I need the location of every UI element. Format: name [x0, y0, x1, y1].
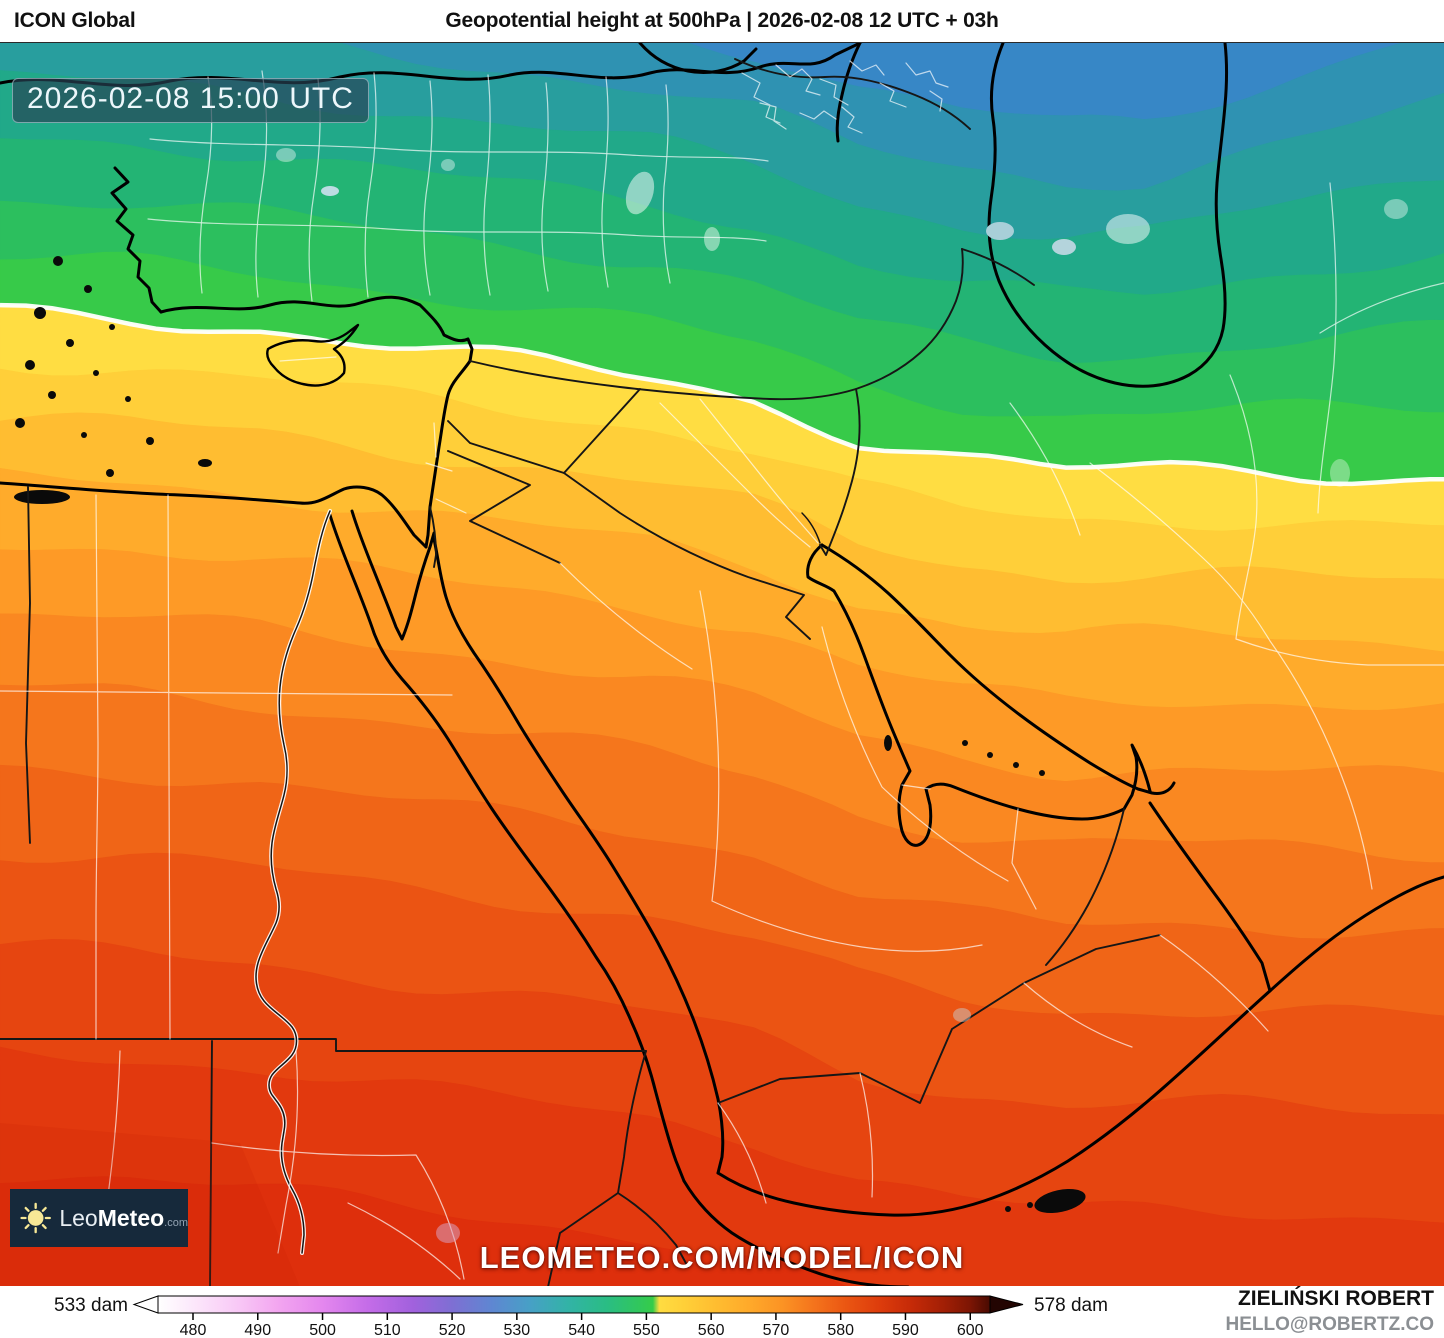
geopotential-bands [0, 43, 1444, 1287]
tick-label-500: 500 [309, 1322, 336, 1338]
attribution-email: HELLO@ROBERTZ.CO [1225, 1314, 1434, 1335]
logo-wordmark: LeoMeteo.com [59, 1205, 188, 1232]
colorbar-gradient [157, 1295, 991, 1314]
tick-label-580: 580 [827, 1322, 854, 1338]
tick-label-480: 480 [180, 1322, 207, 1338]
logo-brand-bold: Meteo [97, 1204, 165, 1231]
legend-footer: 533 dam 480 490 500 510 520 530 540 550 560 570 58… [0, 1286, 1444, 1338]
band-18 [0, 1176, 849, 1287]
rivers [254, 509, 821, 1255]
tick-label-550: 550 [633, 1322, 660, 1338]
tick-label-560: 560 [698, 1322, 725, 1338]
watermark-url: LEOMETEO.COM/MODEL/ICON [479, 1240, 965, 1275]
logo-brand-light: Leo [59, 1204, 98, 1231]
logo-suffix: .com [164, 1216, 188, 1229]
tick-label-490: 490 [244, 1322, 271, 1338]
map-canvas [0, 42, 1444, 1287]
lakes [321, 186, 1076, 255]
tick-label-540: 540 [568, 1322, 595, 1338]
colorbar-ticks: 480 490 500 510 520 530 540 550 560 570 580 590 600 [180, 1313, 984, 1338]
valid-time-badge: 2026-02-08 15:00 UTC [12, 78, 369, 123]
tick-label-530: 530 [503, 1322, 530, 1338]
tick-label-590: 590 [892, 1322, 919, 1338]
scale-max-label: 578 dam [1034, 1295, 1108, 1316]
tick-label-510: 510 [374, 1322, 401, 1338]
colorbar-svg: 533 dam 480 490 500 510 520 530 540 550 560 570 58… [54, 1287, 1434, 1338]
model-label: ICON Global [14, 9, 136, 32]
front-contour-line [0, 302, 1444, 487]
sun-icon [20, 1202, 51, 1234]
country-borders [0, 58, 1161, 1287]
map-svg [0, 43, 1444, 1287]
colorbar-right-arrow [989, 1295, 1024, 1314]
colorbar-left-arrow [132, 1295, 159, 1314]
leometeo-logo: LeoMeteo.com [10, 1189, 188, 1247]
contour-552-line [0, 302, 1444, 487]
tick-label-600: 600 [957, 1322, 984, 1338]
attribution-name: ZIELIŃSKI ROBERT [1238, 1287, 1434, 1310]
band-0 [687, 43, 1403, 120]
admin-borders [0, 60, 1444, 1280]
tick-label-570: 570 [763, 1322, 790, 1338]
scale-min-label: 533 dam [54, 1295, 128, 1316]
page-title: Geopotential height at 500hPa | 2026-02-… [445, 9, 999, 32]
tick-label-520: 520 [439, 1322, 466, 1338]
